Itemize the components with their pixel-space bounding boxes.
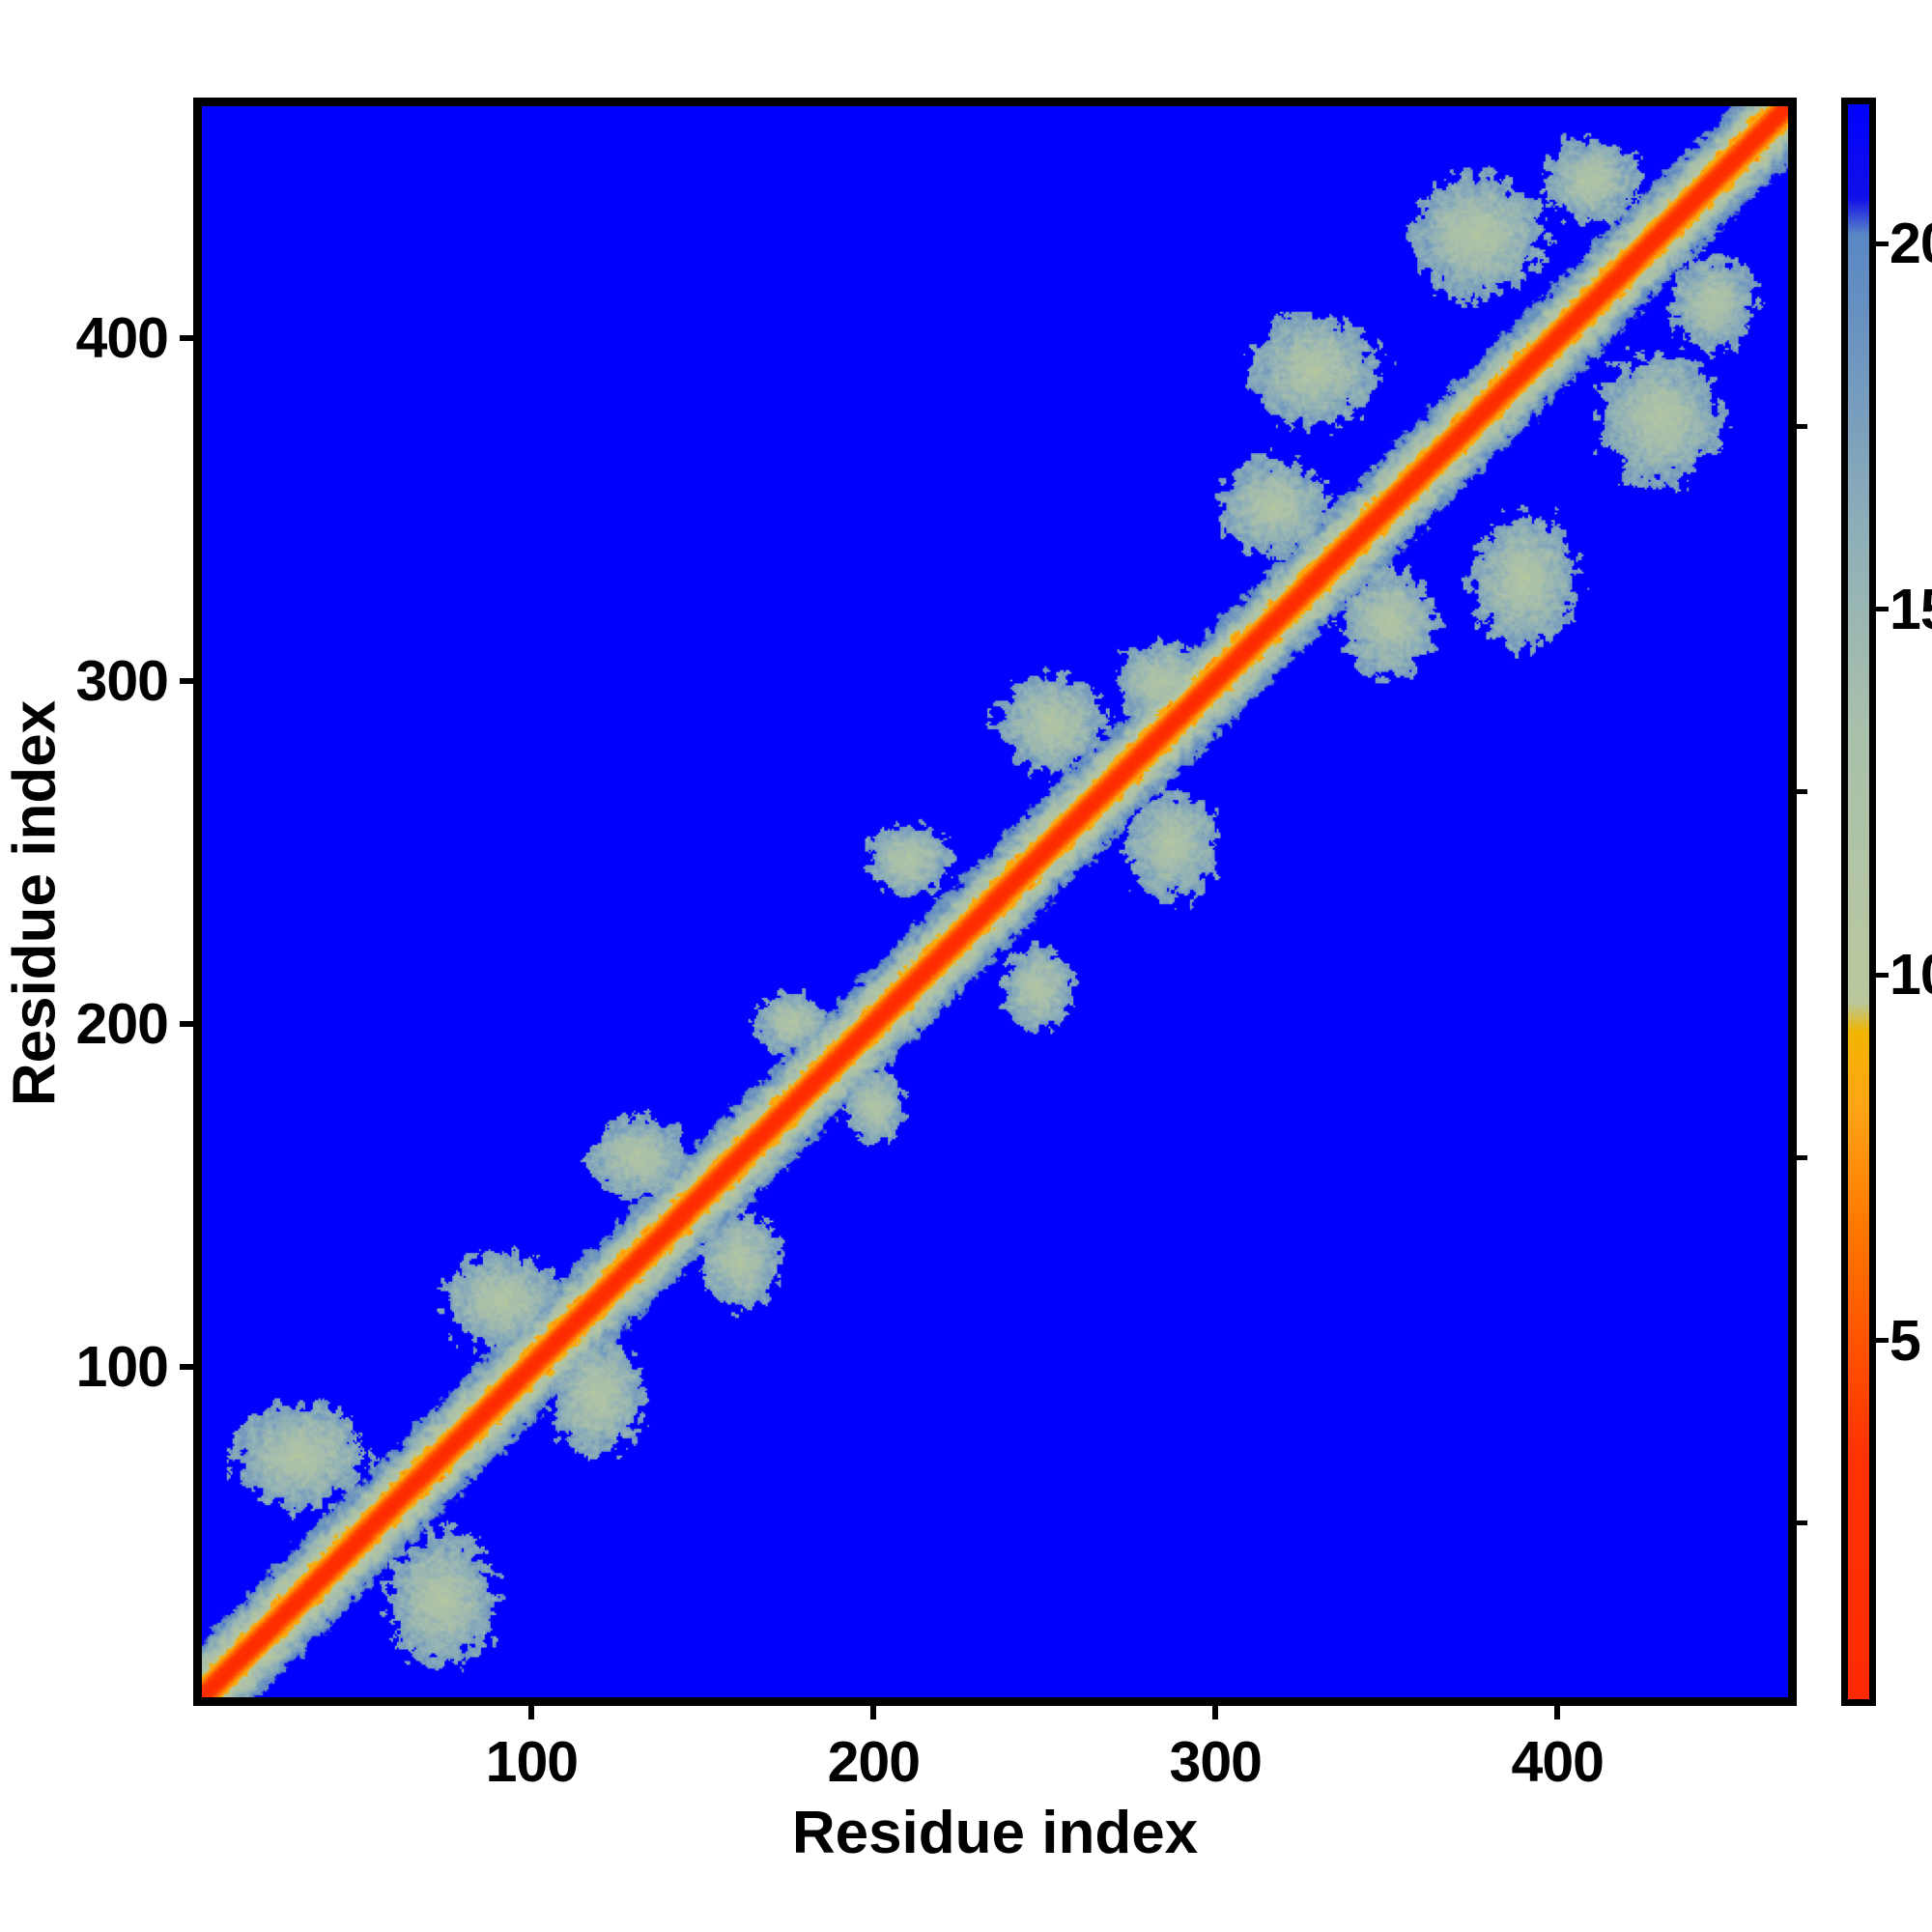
- colorbar-tick-label: 20: [1889, 212, 1932, 276]
- x-tick-label: 400: [1511, 1730, 1605, 1794]
- x-tick-mark: [1554, 1704, 1561, 1719]
- colorbar-tick-label: 5: [1889, 1308, 1921, 1373]
- y-axis-title: Residue index: [1, 699, 69, 1107]
- colorbar-minor-tick: [1797, 789, 1807, 795]
- heatmap-plot-area: [193, 98, 1797, 1706]
- colorbar-tick-mark: [1876, 972, 1889, 978]
- colorbar-minor-tick: [1797, 1520, 1807, 1526]
- y-tick-mark: [180, 1363, 195, 1370]
- x-tick-mark: [528, 1704, 535, 1719]
- colorbar-minor-tick: [1797, 1154, 1807, 1160]
- y-tick-label: 100: [75, 1334, 169, 1399]
- x-tick-label: 300: [1169, 1730, 1263, 1794]
- colorbar-minor-tick: [1797, 424, 1807, 430]
- y-tick-mark: [180, 334, 195, 341]
- colorbar-tick-label: 10: [1889, 943, 1932, 1008]
- x-tick-label: 200: [827, 1730, 921, 1794]
- x-axis-title: Residue index: [791, 1800, 1199, 1866]
- y-tick-mark: [180, 1020, 195, 1027]
- colorbar-tick-label: 15: [1889, 577, 1932, 641]
- x-tick-mark: [870, 1704, 877, 1719]
- y-tick-label: 300: [75, 648, 169, 713]
- x-tick-label: 100: [485, 1730, 579, 1794]
- x-tick-mark: [1212, 1704, 1219, 1719]
- distance-matrix-heatmap: [202, 106, 1788, 1697]
- colorbar: [1841, 98, 1876, 1706]
- colorbar-tick-mark: [1876, 241, 1889, 246]
- colorbar-gradient: [1848, 104, 1869, 1699]
- y-tick-label: 400: [75, 305, 169, 370]
- colorbar-tick-mark: [1876, 607, 1889, 612]
- colorbar-tick-mark: [1876, 1338, 1889, 1344]
- y-tick-label: 200: [75, 991, 169, 1056]
- y-tick-mark: [180, 677, 195, 684]
